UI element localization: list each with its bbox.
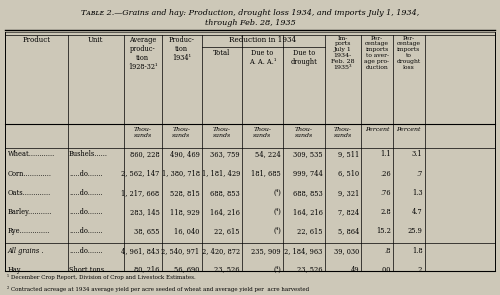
Text: 363, 759: 363, 759 (210, 150, 240, 158)
Text: 118, 929: 118, 929 (170, 208, 200, 216)
Text: 3.1: 3.1 (412, 150, 422, 158)
Text: Hay..............: Hay.............. (8, 266, 50, 273)
Text: 80, 216: 80, 216 (134, 266, 160, 273)
Text: .8: .8 (384, 247, 391, 255)
Text: 6, 510: 6, 510 (338, 170, 359, 178)
Text: Unit: Unit (88, 36, 104, 44)
Text: Total: Total (213, 49, 230, 57)
Text: Due to
A. A. A.¹: Due to A. A. A.¹ (248, 49, 276, 66)
Text: (⁴): (⁴) (273, 227, 281, 235)
Text: 49: 49 (350, 266, 359, 273)
Text: 2, 562, 147: 2, 562, 147 (121, 170, 160, 178)
Text: 1, 181, 429: 1, 181, 429 (202, 170, 240, 178)
Text: Percent: Percent (396, 127, 421, 132)
Text: Thou-
sands: Thou- sands (254, 127, 272, 138)
Text: 309, 535: 309, 535 (293, 150, 322, 158)
Text: 528, 815: 528, 815 (170, 189, 200, 197)
Text: Short tons....: Short tons.... (69, 266, 112, 273)
Text: 688, 853: 688, 853 (210, 189, 240, 197)
Text: 164, 216: 164, 216 (210, 208, 240, 216)
Text: 181, 685: 181, 685 (252, 170, 281, 178)
Text: 1, 217, 668: 1, 217, 668 (122, 189, 160, 197)
Text: .2: .2 (416, 266, 422, 273)
Text: Tᴀʙʟᴇ 2.—Grains and hay: Production, drought loss 1934, and imports July 1, 1934: Tᴀʙʟᴇ 2.—Grains and hay: Production, dro… (81, 9, 419, 17)
Text: .....do.......: .....do....... (69, 189, 102, 197)
Text: Barley...........: Barley........... (8, 208, 52, 216)
Text: All grains .: All grains . (8, 247, 44, 255)
Text: ¹ December Crop Report, Division of Crop and Livestock Estimates.: ¹ December Crop Report, Division of Crop… (6, 274, 195, 280)
Text: 16, 040: 16, 040 (174, 227, 200, 235)
Text: Thou-
sands: Thou- sands (294, 127, 313, 138)
Text: Im-
ports
July 1
1934-
Feb. 28
1935³: Im- ports July 1 1934- Feb. 28 1935³ (331, 36, 354, 70)
Text: 2, 540, 971: 2, 540, 971 (162, 247, 200, 255)
Text: Thou-
sands: Thou- sands (212, 127, 231, 138)
Text: 25.9: 25.9 (408, 227, 422, 235)
Text: Average
produc-
tion
1928-32¹: Average produc- tion 1928-32¹ (128, 36, 158, 71)
Text: 15.2: 15.2 (376, 227, 391, 235)
Text: 23, 526: 23, 526 (297, 266, 322, 273)
Text: (⁴): (⁴) (273, 189, 281, 197)
Text: 688, 853: 688, 853 (293, 189, 322, 197)
Text: ² Contracted acreage at 1934 average yield per acre seeded of wheat and average : ² Contracted acreage at 1934 average yie… (6, 286, 308, 291)
Text: through Feb. 28, 1935: through Feb. 28, 1935 (204, 19, 296, 27)
Text: Thou-
sands: Thou- sands (334, 127, 352, 138)
Text: Produc-
tion
1934¹: Produc- tion 1934¹ (168, 36, 194, 62)
Text: Wheat............: Wheat............ (8, 150, 55, 158)
Text: 4.7: 4.7 (412, 208, 422, 216)
Text: .7: .7 (416, 170, 422, 178)
Text: .....do.......: .....do....... (69, 170, 102, 178)
Text: Thou-
sands: Thou- sands (172, 127, 190, 138)
Text: Product: Product (22, 36, 50, 44)
Text: 23, 526: 23, 526 (214, 266, 240, 273)
Text: 54, 224: 54, 224 (256, 150, 281, 158)
Text: Rye..............: Rye.............. (8, 227, 50, 235)
Text: 38, 655: 38, 655 (134, 227, 160, 235)
Text: Reduction in 1934: Reduction in 1934 (230, 36, 296, 44)
Text: 56, 690: 56, 690 (174, 266, 200, 273)
Text: 860, 228: 860, 228 (130, 150, 160, 158)
Text: .....do.......: .....do....... (69, 247, 102, 255)
Text: 5, 864: 5, 864 (338, 227, 359, 235)
Text: .....do.......: .....do....... (69, 208, 102, 216)
Text: Oats.............: Oats............. (8, 189, 51, 197)
Text: Bushels......: Bushels...... (69, 150, 108, 158)
Text: 2.8: 2.8 (380, 208, 391, 216)
Text: Per-
centage
imports
to aver-
age pro-
duction: Per- centage imports to aver- age pro- d… (364, 36, 390, 70)
Text: 9, 321: 9, 321 (338, 189, 359, 197)
Text: 1.8: 1.8 (412, 247, 422, 255)
Text: .....do.......: .....do....... (69, 227, 102, 235)
Text: 22, 615: 22, 615 (214, 227, 240, 235)
Text: .26: .26 (380, 170, 391, 178)
Text: 490, 469: 490, 469 (170, 150, 200, 158)
Text: 4, 961, 843: 4, 961, 843 (121, 247, 160, 255)
Text: 1.1: 1.1 (380, 150, 391, 158)
Text: Percent: Percent (365, 127, 389, 132)
Text: (⁴): (⁴) (273, 266, 281, 273)
Text: 1.3: 1.3 (412, 189, 422, 197)
Text: Due to
drought: Due to drought (290, 49, 317, 66)
Text: 164, 216: 164, 216 (292, 208, 322, 216)
Text: .00: .00 (380, 266, 391, 273)
Text: 999, 744: 999, 744 (292, 170, 322, 178)
Text: Per-
centage
imports
to
drought
loss: Per- centage imports to drought loss (396, 36, 421, 70)
Text: Corn.............: Corn............. (8, 170, 52, 178)
Text: Thou-
sands: Thou- sands (134, 127, 152, 138)
Text: 7, 824: 7, 824 (338, 208, 359, 216)
Text: 9, 511: 9, 511 (338, 150, 359, 158)
Text: 283, 145: 283, 145 (130, 208, 160, 216)
Text: 2, 420, 872: 2, 420, 872 (202, 247, 240, 255)
Text: 22, 615: 22, 615 (297, 227, 322, 235)
Text: .76: .76 (380, 189, 391, 197)
Text: 2, 184, 963: 2, 184, 963 (284, 247, 323, 255)
Text: 1, 380, 718: 1, 380, 718 (162, 170, 200, 178)
Text: (⁴): (⁴) (273, 208, 281, 216)
Text: 39, 030: 39, 030 (334, 247, 359, 255)
Text: 235, 909: 235, 909 (252, 247, 281, 255)
